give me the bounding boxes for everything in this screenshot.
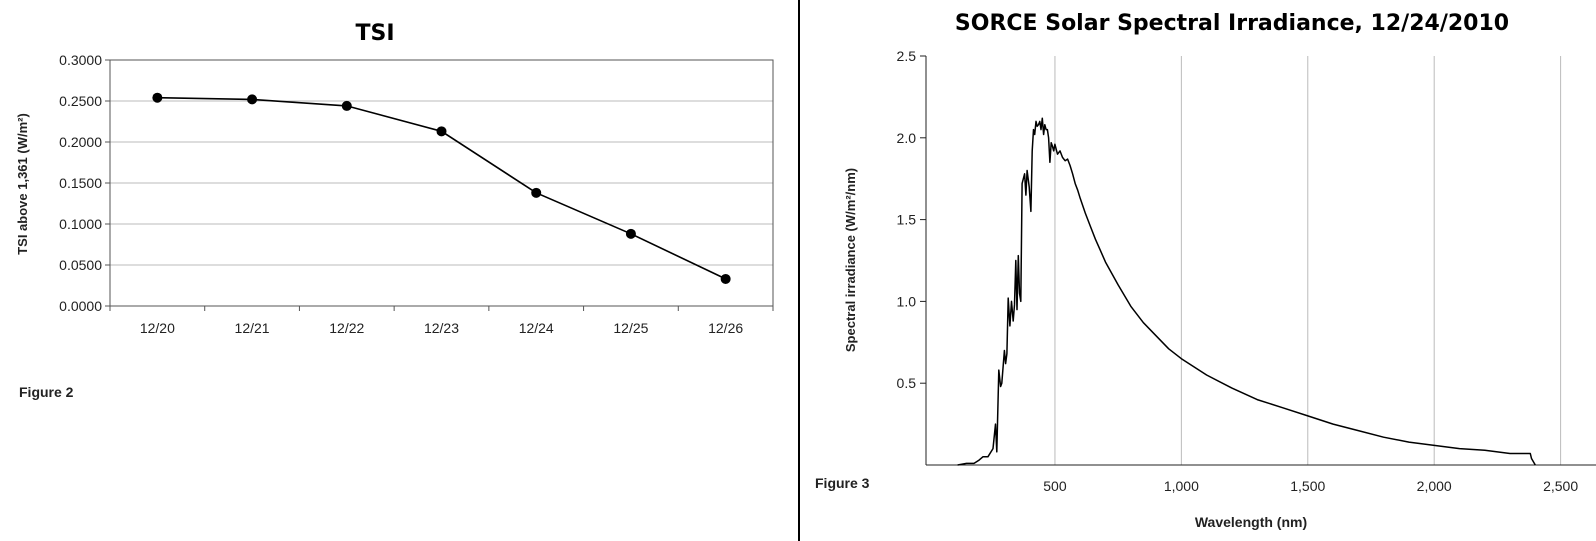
figure-3-caption: Figure 3: [815, 475, 870, 491]
tsi-data-point: [152, 92, 163, 103]
tsi-x-tick-label: 12/26: [708, 320, 743, 336]
tsi-chart: TSI TSI above 1,361 (W/m²) Figure 2 0.00…: [15, 21, 774, 400]
tsi-x-tick-label: 12/25: [613, 320, 648, 336]
ssi-y-axis: 0.5 1.0 1.5 2.0 2.5: [897, 48, 926, 391]
tsi-y-axis-label: TSI above 1,361 (W/m²): [15, 113, 30, 255]
tsi-y-tick-label: 0.3000: [59, 52, 102, 68]
tsi-y-tick-label: 0.0000: [59, 298, 102, 314]
ssi-chart-title: SORCE Solar Spectral Irradiance, 12/24/2…: [955, 11, 1509, 36]
tsi-x-tick-label: 12/22: [329, 320, 364, 336]
ssi-y-axis-label: Spectral irradiance (W/m²/nm): [843, 168, 858, 352]
tsi-data-point: [247, 94, 258, 105]
ssi-y-tick-label: 0.5: [897, 375, 917, 391]
tsi-x-axis: 12/20 12/21 12/22 12/23 12/24 12/25 12/26: [109, 306, 774, 336]
ssi-x-tick-label: 2,500: [1543, 478, 1578, 494]
tsi-x-tick-label: 12/20: [140, 320, 175, 336]
ssi-x-tick-label: 2,000: [1417, 478, 1452, 494]
ssi-x-tick-label: 1,500: [1290, 478, 1325, 494]
ssi-x-axis: 500 1,000 1,500 2,000 2,500: [1043, 478, 1578, 494]
tsi-y-axis: 0.0000 0.0500 0.1000 0.1500 0.2000 0.2500 0.30…: [59, 52, 110, 314]
tsi-data-points: [152, 92, 731, 284]
ssi-x-tick-label: 500: [1043, 478, 1067, 494]
ssi-x-axis-label: Wavelength (nm): [1195, 514, 1307, 530]
ssi-gridlines: [1054, 56, 1562, 465]
tsi-data-point: [341, 100, 352, 111]
ssi-y-tick-label: 2.0: [897, 130, 917, 146]
ssi-y-tick-label: 2.5: [897, 48, 917, 64]
tsi-y-tick-label: 0.2500: [59, 93, 102, 109]
ssi-x-tick-label: 1,000: [1164, 478, 1199, 494]
tsi-chart-title: TSI: [355, 21, 394, 46]
figure-2-caption: Figure 2: [19, 384, 74, 400]
tsi-x-tick-label: 12/23: [424, 320, 459, 336]
tsi-x-tick-label: 12/24: [519, 320, 554, 336]
tsi-gridlines: [110, 59, 773, 307]
tsi-y-tick-label: 0.2000: [59, 134, 102, 150]
tsi-y-tick-label: 0.0500: [59, 257, 102, 273]
tsi-data-point: [625, 228, 636, 239]
tsi-y-tick-label: 0.1500: [59, 175, 102, 191]
ssi-spectrum-line: [957, 117, 1536, 466]
tsi-series-line: [157, 96, 726, 280]
ssi-y-tick-label: 1.0: [897, 293, 917, 309]
tsi-data-point: [531, 187, 542, 198]
tsi-y-tick-label: 0.1000: [59, 216, 102, 232]
ssi-y-tick-label: 1.5: [897, 212, 917, 228]
tsi-x-tick-label: 12/21: [235, 320, 270, 336]
tsi-data-point: [436, 126, 447, 137]
tsi-data-point: [720, 273, 731, 284]
ssi-chart: SORCE Solar Spectral Irradiance, 12/24/2…: [815, 11, 1596, 530]
